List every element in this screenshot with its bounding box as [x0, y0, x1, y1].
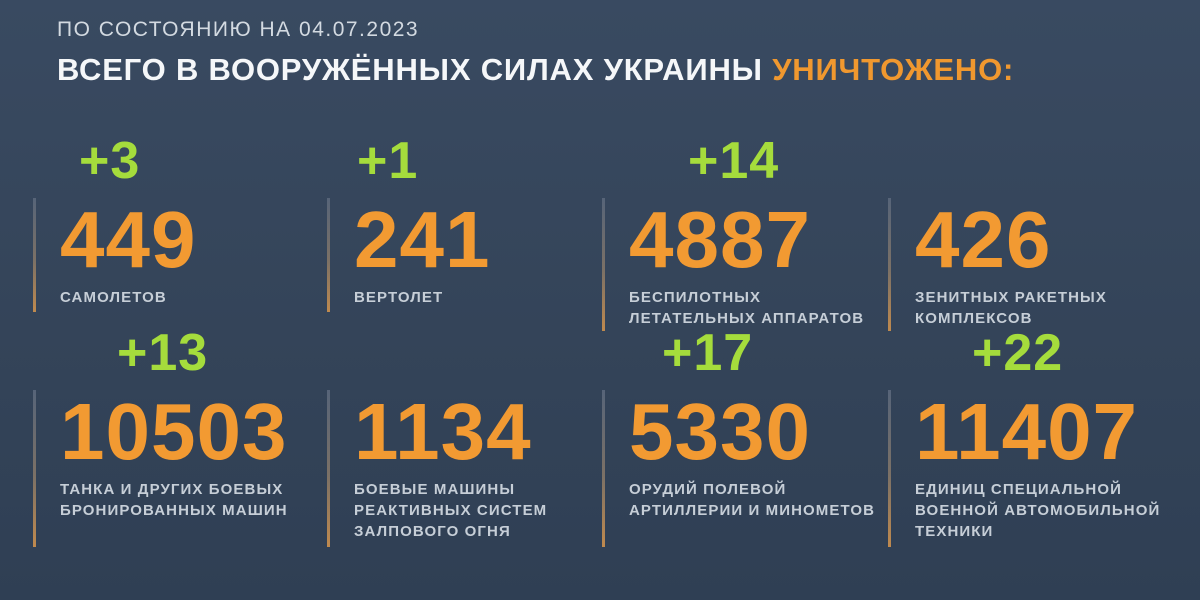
delta-badge: +14: [688, 132, 780, 190]
stats-row-top: +3 449 САМОЛЕТОВ +1 241 ВЕРТОЛЕТ +14 488…: [33, 130, 1173, 331]
stat-body: 4887 БЕСПИЛОТНЫХ ЛЕТАТЕЛЬНЫХ АППАРАТОВ: [602, 198, 888, 331]
stat-value: 5330: [629, 387, 811, 476]
title-main: ВСЕГО В ВООРУЖЁННЫХ СИЛАХ УКРАИНЫ: [57, 52, 763, 87]
stat-body: 426 ЗЕНИТНЫХ РАКЕТНЫХ КОМПЛЕКСОВ: [888, 198, 1173, 331]
stat-block-uav: +14 4887 БЕСПИЛОТНЫХ ЛЕТАТЕЛЬНЫХ АППАРАТ…: [602, 130, 888, 331]
stat-label: САМОЛЕТОВ: [60, 289, 167, 306]
stat-body: 449 САМОЛЕТОВ: [33, 198, 327, 312]
stats-row-bottom: +13 10503 ТАНКА И ДРУГИХ БОЕВЫХ БРОНИРОВ…: [33, 322, 1173, 547]
stat-value: 241: [354, 195, 491, 284]
stat-label: ОРУДИЙ ПОЛЕВОЙ АРТИЛЛЕРИИ И МИНОМЕТОВ: [629, 481, 876, 519]
status-date: ПО СОСТОЯНИЮ НА 04.07.2023: [57, 18, 420, 41]
stat-block-sam-systems: 426 ЗЕНИТНЫХ РАКЕТНЫХ КОМПЛЕКСОВ: [888, 130, 1173, 331]
delta-badge: [327, 322, 602, 390]
stat-label: ТАНКА И ДРУГИХ БОЕВЫХ БРОНИРОВАННЫХ МАШИ…: [60, 481, 288, 519]
delta-badge: +22: [972, 324, 1064, 382]
stat-value: 426: [915, 195, 1052, 284]
stat-value: 11407: [915, 387, 1139, 476]
stat-block-artillery-mortars: +17 5330 ОРУДИЙ ПОЛЕВОЙ АРТИЛЛЕРИИ И МИН…: [602, 322, 888, 547]
stat-label: БОЕВЫЕ МАШИНЫ РЕАКТИВНЫХ СИСТЕМ ЗАЛПОВОГ…: [354, 481, 548, 540]
stat-block-tanks-armored: +13 10503 ТАНКА И ДРУГИХ БОЕВЫХ БРОНИРОВ…: [33, 322, 327, 547]
stat-label: ВЕРТОЛЕТ: [354, 289, 444, 306]
page-title: ВСЕГО В ВООРУЖЁННЫХ СИЛАХ УКРАИНЫ УНИЧТО…: [57, 52, 1014, 88]
stat-block-aircraft: +3 449 САМОЛЕТОВ: [33, 130, 327, 331]
stat-block-special-vehicles: +22 11407 ЕДИНИЦ СПЕЦИАЛЬНОЙ ВОЕННОЙ АВТ…: [888, 322, 1173, 547]
title-accent: УНИЧТОЖЕНО:: [772, 52, 1015, 87]
stat-body: 10503 ТАНКА И ДРУГИХ БОЕВЫХ БРОНИРОВАННЫ…: [33, 390, 327, 547]
delta-badge: +3: [79, 132, 141, 190]
header: ПО СОСТОЯНИЮ НА 04.07.2023 ВСЕГО В ВООРУ…: [57, 18, 1014, 88]
stat-block-helicopters: +1 241 ВЕРТОЛЕТ: [327, 130, 602, 331]
stat-block-mlrs: 1134 БОЕВЫЕ МАШИНЫ РЕАКТИВНЫХ СИСТЕМ ЗАЛ…: [327, 322, 602, 547]
stat-value: 449: [60, 195, 197, 284]
stat-label: БЕСПИЛОТНЫХ ЛЕТАТЕЛЬНЫХ АППАРАТОВ: [629, 289, 865, 327]
stat-body: 1134 БОЕВЫЕ МАШИНЫ РЕАКТИВНЫХ СИСТЕМ ЗАЛ…: [327, 390, 602, 547]
delta-badge: [888, 130, 1173, 198]
stat-value: 10503: [60, 387, 288, 476]
stat-body: 241 ВЕРТОЛЕТ: [327, 198, 602, 312]
stat-label: ЕДИНИЦ СПЕЦИАЛЬНОЙ ВОЕННОЙ АВТОМОБИЛЬНОЙ…: [915, 481, 1161, 540]
stat-value: 1134: [354, 387, 532, 476]
delta-badge: +17: [662, 324, 754, 382]
stat-body: 5330 ОРУДИЙ ПОЛЕВОЙ АРТИЛЛЕРИИ И МИНОМЕТ…: [602, 390, 888, 547]
stat-value: 4887: [629, 195, 811, 284]
stat-body: 11407 ЕДИНИЦ СПЕЦИАЛЬНОЙ ВОЕННОЙ АВТОМОБ…: [888, 390, 1173, 547]
stat-label: ЗЕНИТНЫХ РАКЕТНЫХ КОМПЛЕКСОВ: [915, 289, 1107, 327]
delta-badge: +1: [357, 132, 419, 190]
delta-badge: +13: [117, 324, 209, 382]
